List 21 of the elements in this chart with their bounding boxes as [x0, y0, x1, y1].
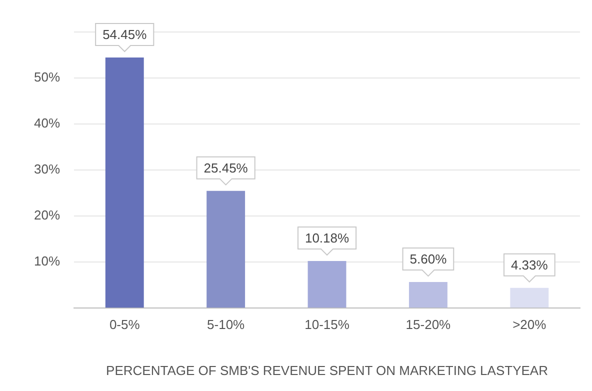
- x-tick-label: 10-15%: [304, 317, 350, 332]
- bar: [308, 261, 346, 308]
- x-tick-label: >20%: [512, 317, 547, 332]
- y-tick-label: 10%: [34, 253, 60, 268]
- data-label: 5.60%: [410, 252, 448, 267]
- y-tick-label: 30%: [34, 161, 60, 176]
- x-tick-label: 5-10%: [207, 317, 246, 332]
- y-tick-label: 20%: [34, 207, 60, 222]
- data-label: 10.18%: [304, 230, 350, 246]
- x-axis-title: PERCENTAGE OF SMB'S REVENUE SPENT ON MARKETING LASTYEAR: [106, 362, 548, 378]
- bar: [510, 288, 549, 308]
- x-tick-label: 0-5%: [109, 317, 140, 332]
- bar: [105, 58, 144, 308]
- data-label: 25.45%: [204, 160, 248, 176]
- bar: [206, 190, 246, 308]
- data-label: 4.33%: [510, 257, 548, 272]
- x-tick-label: 15-20%: [406, 317, 452, 332]
- y-tick-label: 50%: [34, 70, 60, 85]
- bar: [408, 282, 448, 308]
- y-tick-label: 40%: [34, 116, 60, 131]
- data-label: 54.45%: [102, 27, 148, 42]
